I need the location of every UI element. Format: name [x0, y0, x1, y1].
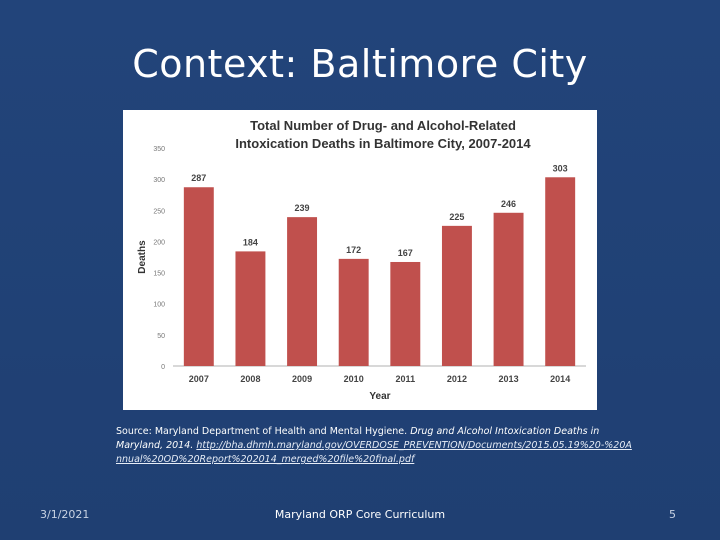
y-tick-label: 50 — [157, 333, 165, 340]
x-tick-label: 2013 — [499, 374, 519, 384]
x-tick-label: 2014 — [550, 374, 570, 384]
page-number: 5 — [669, 508, 676, 521]
data-label: 303 — [553, 163, 568, 173]
bar — [390, 261, 421, 366]
source-prefix: Source: Maryland Department of Health an… — [116, 426, 408, 437]
bar — [287, 217, 318, 366]
y-axis-label: Deaths — [137, 240, 148, 274]
chart-title-line-1: Total Number of Drug- and Alcohol-Relate… — [250, 118, 516, 133]
y-tick-label: 300 — [153, 177, 165, 184]
bar — [338, 258, 369, 366]
source-link[interactable]: http://bha.dhmh.maryland.gov/OVERDOSE_PR… — [116, 440, 632, 465]
data-label: 172 — [346, 245, 361, 255]
bar — [441, 225, 472, 366]
y-tick-label: 150 — [153, 271, 165, 278]
data-label: 225 — [449, 212, 464, 222]
plot-area: 0 50 100 150 200 250 300 350 287 2007 184 2008 239 20… — [153, 146, 586, 384]
footer-date: 3/1/2021 — [40, 508, 90, 521]
x-tick-label: 2007 — [189, 374, 209, 384]
bar-chart: Total Number of Drug- and Alcohol-Relate… — [137, 118, 586, 402]
x-tick-label: 2009 — [292, 374, 312, 384]
data-label: 287 — [191, 173, 206, 183]
bar — [183, 187, 214, 366]
x-axis-label: Year — [369, 391, 390, 402]
data-label: 246 — [501, 199, 516, 209]
x-tick-label: 2008 — [240, 374, 260, 384]
source-citation: Source: Maryland Department of Health an… — [116, 425, 636, 467]
bar — [545, 177, 576, 366]
y-tick-label: 0 — [161, 364, 165, 371]
bar — [493, 212, 524, 366]
footer-title: Maryland ORP Core Curriculum — [274, 508, 446, 521]
chart-panel: Total Number of Drug- and Alcohol-Relate… — [123, 110, 597, 410]
data-label: 184 — [243, 237, 258, 247]
bar — [235, 251, 266, 366]
x-tick-label: 2011 — [396, 374, 416, 384]
chart-title-line-2: Intoxication Deaths in Baltimore City, 2… — [235, 136, 531, 151]
x-tick-label: 2012 — [447, 374, 467, 384]
y-tick-label: 350 — [153, 146, 165, 153]
x-tick-label: 2010 — [344, 374, 364, 384]
data-label: 239 — [295, 203, 310, 213]
y-tick-label: 200 — [153, 239, 165, 246]
source-report-title: Drug and Alcohol Intoxication Deaths in … — [116, 426, 600, 451]
data-label: 167 — [398, 248, 413, 258]
y-tick-label: 250 — [153, 208, 165, 215]
y-tick-label: 100 — [153, 302, 165, 309]
slide-title: Context: Baltimore City — [132, 42, 588, 86]
